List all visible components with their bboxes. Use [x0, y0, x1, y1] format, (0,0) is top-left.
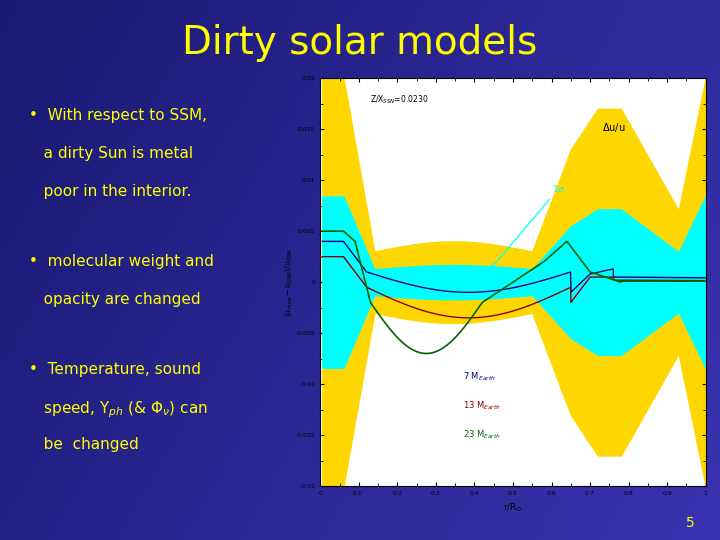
Text: 13 M$_{Earth}$: 13 M$_{Earth}$ [463, 400, 501, 412]
Text: opacity are changed: opacity are changed [29, 292, 200, 307]
Text: be  changed: be changed [29, 437, 138, 453]
Text: 23 M$_{Earth}$: 23 M$_{Earth}$ [463, 428, 501, 441]
Y-axis label: $\langle u_{mod} - u_{SSM}\rangle / u_{SSM}$: $\langle u_{mod} - u_{SSM}\rangle / u_{S… [282, 247, 294, 317]
Text: Dirty solar models: Dirty solar models [182, 24, 538, 62]
Text: Z/X$_{SSN}$=0.0230: Z/X$_{SSN}$=0.0230 [371, 94, 429, 106]
Text: •  molecular weight and: • molecular weight and [29, 254, 214, 269]
Text: 1$\sigma$: 1$\sigma$ [490, 184, 565, 269]
X-axis label: r/R$_{\odot}$: r/R$_{\odot}$ [503, 502, 523, 514]
Text: poor in the interior.: poor in the interior. [29, 184, 192, 199]
Text: speed, Y$_{ph}$ (& $\Phi_\nu$) can: speed, Y$_{ph}$ (& $\Phi_\nu$) can [29, 400, 207, 420]
Text: 3$\sigma$: 3$\sigma$ [594, 176, 608, 186]
Text: •  With respect to SSM,: • With respect to SSM, [29, 108, 207, 123]
Text: 5: 5 [686, 516, 695, 530]
Text: •  Temperature, sound: • Temperature, sound [29, 362, 201, 377]
Text: a dirty Sun is metal: a dirty Sun is metal [29, 146, 193, 161]
Text: 7 M$_{Earth}$: 7 M$_{Earth}$ [463, 371, 495, 383]
Text: $\Delta$u/u: $\Delta$u/u [602, 122, 625, 134]
